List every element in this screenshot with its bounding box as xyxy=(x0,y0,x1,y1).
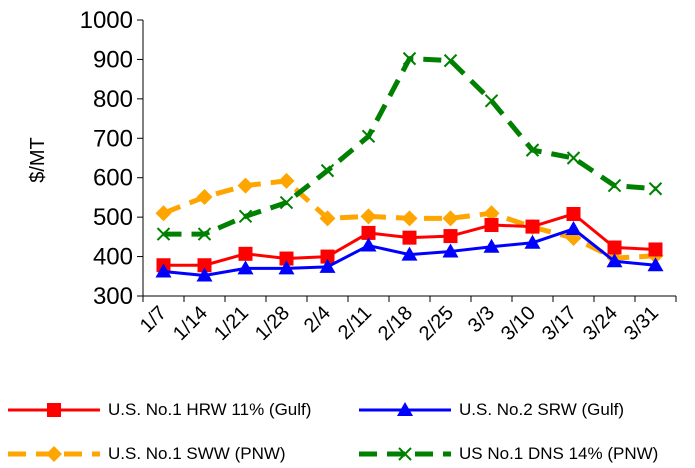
legend-marker xyxy=(397,402,413,416)
data-point xyxy=(525,143,540,157)
legend-label-dns: US No.1 DNS 14% (PNW) xyxy=(459,444,659,463)
x-tick-label: 3/3 xyxy=(464,302,499,337)
data-point xyxy=(443,53,458,68)
series-layer xyxy=(155,51,664,282)
data-point xyxy=(443,229,458,244)
series-3 xyxy=(156,51,663,241)
data-point xyxy=(238,209,253,224)
legend: U.S. No.1 HRW 11% (Gulf) U.S. No.2 SRW (… xyxy=(0,384,695,464)
x-tick-label: 1/28 xyxy=(251,302,294,345)
legend-item-srw: U.S. No.2 SRW (Gulf) xyxy=(357,396,624,424)
legend-swatch-sww xyxy=(8,446,100,462)
legend-item-hrw: U.S. No.1 HRW 11% (Gulf) xyxy=(6,396,311,424)
legend-marker xyxy=(46,446,62,462)
y-tick-label: 700 xyxy=(93,125,133,152)
data-point xyxy=(524,234,541,249)
data-point xyxy=(196,189,213,206)
series-0 xyxy=(156,206,663,273)
data-point xyxy=(483,205,500,222)
data-point xyxy=(607,240,622,255)
line-chart: 300 400 500 600 700 800 900 1000 1/71/141/211/2… xyxy=(27,7,677,345)
legend-item-dns: US No.1 DNS 14% (PNW) xyxy=(357,440,658,468)
data-point xyxy=(237,177,254,194)
data-point xyxy=(648,242,663,257)
legend-label-hrw: U.S. No.1 HRW 11% (Gulf) xyxy=(108,400,312,419)
x-tick-label: 2/4 xyxy=(300,302,335,337)
series-1 xyxy=(155,220,664,282)
data-point xyxy=(196,267,213,282)
x-tick-label: 2/11 xyxy=(334,302,376,344)
legend-swatch-hrw xyxy=(8,403,100,417)
data-point xyxy=(278,260,295,275)
data-point xyxy=(647,257,664,272)
x-tick-label: 2/25 xyxy=(415,302,458,345)
data-point xyxy=(361,129,376,144)
data-point xyxy=(156,227,171,241)
data-point xyxy=(360,208,377,225)
y-tick-label: 300 xyxy=(93,283,133,310)
data-point xyxy=(607,178,622,193)
legend-label-srw: U.S. No.2 SRW (Gulf) xyxy=(459,400,624,419)
data-point xyxy=(238,246,253,261)
x-axis: 1/71/141/211/28 2/42/112/182/25 3/33/103/1… xyxy=(136,295,677,345)
data-point xyxy=(279,251,294,266)
data-point xyxy=(319,258,336,273)
data-point xyxy=(360,237,377,252)
data-point xyxy=(319,210,336,227)
legend-item-sww: U.S. No.1 SWW (PNW) xyxy=(6,440,286,468)
data-point xyxy=(483,238,500,253)
x-tick-label: 3/31 xyxy=(620,302,663,345)
data-point xyxy=(361,225,376,240)
x-tick-label: 3/17 xyxy=(538,302,581,345)
x-tick-label: 3/24 xyxy=(579,302,622,345)
y-tick-label: 800 xyxy=(93,86,133,113)
legend-marker xyxy=(398,447,412,461)
data-point xyxy=(155,205,172,222)
y-tick-label: 600 xyxy=(93,165,133,192)
data-point xyxy=(606,253,623,268)
x-tick-label: 2/18 xyxy=(374,302,417,345)
data-point xyxy=(565,220,582,235)
y-tick-label: 400 xyxy=(93,244,133,271)
data-point xyxy=(442,243,459,258)
data-point xyxy=(442,210,459,227)
data-point xyxy=(484,218,499,233)
data-point xyxy=(402,51,417,66)
data-point xyxy=(279,195,294,210)
legend-label-sww: U.S. No.1 SWW (PNW) xyxy=(108,444,286,463)
data-point xyxy=(401,210,418,227)
legend-marker xyxy=(47,403,61,417)
x-tick-label: 3/10 xyxy=(497,302,540,345)
data-point xyxy=(320,249,335,264)
data-point xyxy=(320,163,335,178)
y-axis-label: $/MT xyxy=(27,137,49,183)
legend-swatch-dns xyxy=(359,447,451,461)
y-tick-label: 900 xyxy=(93,46,133,73)
data-point xyxy=(566,151,581,165)
data-point xyxy=(648,182,663,196)
data-point xyxy=(237,260,254,275)
data-point xyxy=(525,219,540,234)
x-tick-label: 1/7 xyxy=(136,302,171,337)
data-point xyxy=(278,172,295,189)
data-point xyxy=(197,258,212,273)
x-tick-label: 1/21 xyxy=(210,302,253,345)
data-point xyxy=(566,206,581,221)
data-point xyxy=(197,227,212,241)
data-point xyxy=(402,230,417,245)
y-tick-label: 1000 xyxy=(80,7,133,34)
y-tick-label: 500 xyxy=(93,204,133,231)
y-axis: 300 400 500 600 700 800 900 1000 xyxy=(80,7,144,310)
data-point xyxy=(401,246,418,261)
x-tick-label: 1/14 xyxy=(169,302,212,345)
data-point xyxy=(484,94,499,108)
series-line xyxy=(163,56,656,237)
legend-swatch-srw xyxy=(359,402,451,416)
data-point xyxy=(155,263,172,278)
